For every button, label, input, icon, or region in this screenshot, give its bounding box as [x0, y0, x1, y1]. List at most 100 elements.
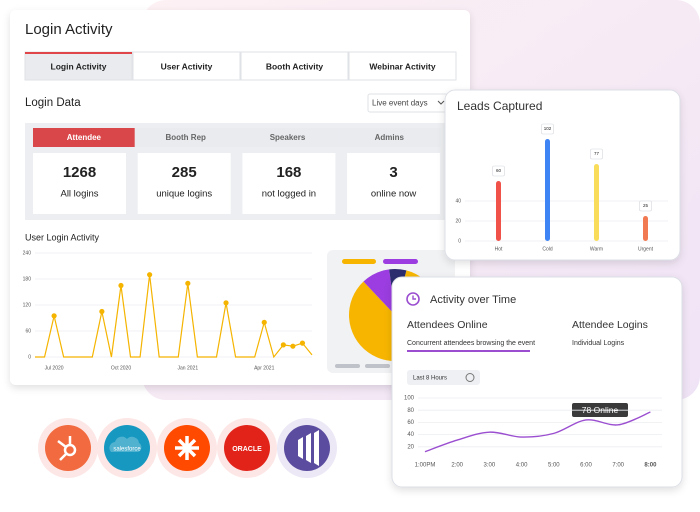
hubspot-mark: [57, 436, 72, 461]
point: [51, 313, 57, 319]
value-label-box: [541, 123, 554, 135]
point: [99, 308, 105, 315]
y-tick-label: 60: [25, 328, 31, 334]
oracle-text: ORACLE: [232, 446, 262, 453]
x-tick-label: 2:00: [451, 463, 463, 469]
section-title: Login Data: [25, 97, 81, 109]
x-tick-label: Urgent: [638, 246, 654, 252]
line: [35, 274, 313, 359]
oracle-logo: [224, 425, 270, 471]
x-tick-label: Hot: [495, 246, 503, 252]
y-tick-label: 0: [458, 238, 461, 244]
y-tick-label: 60: [407, 420, 414, 426]
pie-legend: [335, 259, 418, 368]
salesforce-cloud: [109, 436, 142, 452]
chart-title: Activity over Time: [430, 294, 516, 306]
y-tick-label: 0: [28, 354, 31, 360]
point: [118, 282, 124, 289]
legend-swatch: [342, 259, 376, 264]
chart-title: User Login Activity: [25, 232, 100, 242]
role-tab-label: Speakers: [270, 133, 306, 142]
role-tab[interactable]: [236, 128, 339, 147]
tab-label: Attendees Online: [407, 319, 488, 331]
point: [261, 319, 267, 325]
role-tab-label: Admins: [375, 133, 405, 142]
y-tick-label: 100: [404, 396, 415, 402]
x-tick-label: 8:00: [644, 463, 657, 469]
tab-indicator: [25, 52, 132, 54]
role-tab-label: Booth Rep: [165, 133, 206, 142]
x-tick-label: 5:00: [548, 463, 560, 469]
leads-card: [444, 89, 681, 261]
point: [280, 342, 286, 348]
integrations: salesforce ORACLE: [38, 418, 337, 478]
x-tick-label: 6:00: [580, 463, 592, 469]
range-button-label: Last 8 Hours: [413, 376, 447, 382]
stat-card: [33, 153, 126, 214]
value-label-box: [590, 148, 603, 160]
y-tick-label: 20: [407, 444, 414, 450]
role-tab[interactable]: [33, 128, 135, 147]
tab-label: User Activity: [161, 61, 213, 71]
stat-card: [347, 153, 441, 214]
tab-underline: [407, 350, 530, 352]
point: [223, 300, 229, 306]
tab[interactable]: [240, 51, 349, 81]
tab[interactable]: [348, 51, 457, 81]
y-tick-label: 120: [23, 302, 32, 308]
x-tick-label: 4:00: [516, 463, 528, 469]
tab-subtitle: Individual Logins: [572, 340, 625, 347]
stat-card: [137, 153, 231, 214]
salesforce-logo: [104, 425, 150, 471]
bar: [496, 181, 501, 241]
bar: [643, 216, 648, 241]
point: [185, 280, 191, 286]
salesforce-text: salesforce: [113, 447, 141, 453]
y-tick-label: 240: [23, 250, 32, 256]
value-label: 77: [594, 151, 600, 156]
tab-label: Login Activity: [51, 61, 107, 71]
value-label-box: [639, 200, 652, 212]
stat-label: All logins: [60, 189, 98, 200]
x-tick-label: Apr 2021: [254, 365, 275, 371]
x-tick-label: Warm: [590, 246, 603, 252]
dropdown-caret: [437, 100, 445, 105]
legend-swatch: [365, 364, 390, 368]
point: [290, 343, 296, 349]
pie-slice: [363, 269, 395, 315]
line: [424, 411, 651, 453]
stat-label: online now: [371, 189, 417, 200]
role-tab[interactable]: [134, 128, 237, 147]
x-tick-label: Cold: [542, 246, 553, 252]
dropdown-label: Live event days: [372, 99, 428, 108]
tab[interactable]: [132, 51, 241, 81]
point: [299, 340, 306, 346]
stat-value: 3: [389, 164, 397, 181]
tab-subtitle: Concurrent attendees browsing the event: [407, 340, 535, 347]
hubspot-logo: [45, 425, 91, 471]
legend-swatch: [383, 259, 418, 264]
stat-value: 285: [172, 164, 197, 181]
clock-hand: [412, 295, 416, 300]
x-tick-label: 3:00: [484, 463, 496, 469]
legend-swatch: [335, 364, 360, 368]
tab-label: Webinar Activity: [369, 61, 435, 71]
zapier-mark: [175, 436, 199, 460]
login-panel: Login Activity Login Activity User Activit…: [10, 10, 470, 385]
annotation: 78 Online: [582, 405, 619, 415]
value-label: 102: [544, 126, 552, 131]
y-tick-label: 20: [455, 218, 461, 224]
range-button[interactable]: [407, 370, 480, 385]
tab-label: Booth Activity: [266, 61, 324, 71]
y-tick-label: 80: [407, 408, 414, 414]
value-label: 25: [643, 203, 649, 208]
value-label-box: [492, 165, 505, 177]
range-icon: [465, 373, 475, 382]
role-tab[interactable]: [338, 128, 441, 147]
point: [147, 272, 153, 278]
x-tick-label: Jul 2020: [45, 365, 64, 371]
chart-title: Leads Captured: [457, 99, 542, 113]
role-tab-label: Attendee: [67, 133, 102, 142]
tab-label: Attendee Logins: [572, 319, 648, 331]
